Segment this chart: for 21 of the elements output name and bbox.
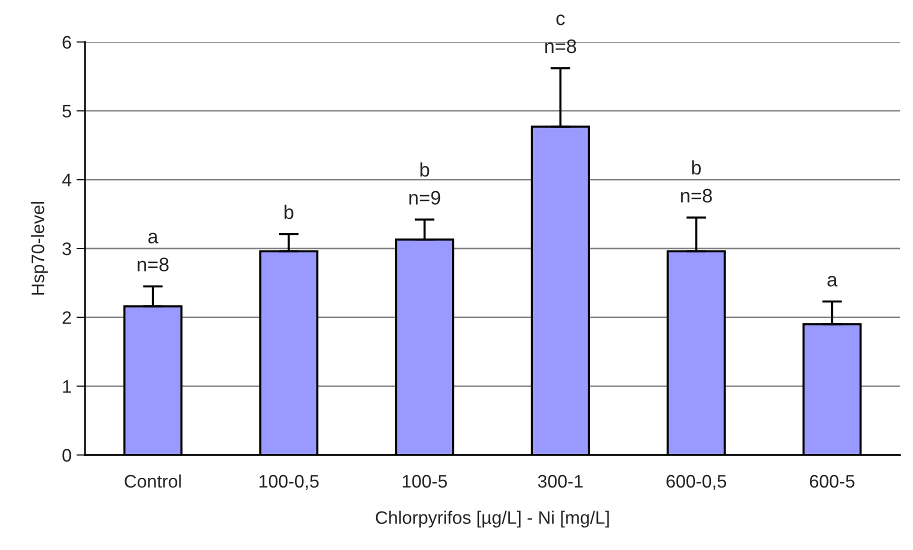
- y-tick-label: 5: [62, 104, 72, 118]
- x-tick-label: 600-0,5: [666, 474, 726, 490]
- x-tick-label: Control: [124, 474, 181, 488]
- y-tick-label: 6: [62, 36, 72, 49]
- annotation: a: [828, 276, 838, 287]
- x-tick-label: 600-5: [810, 474, 854, 488]
- annotation: b: [284, 204, 294, 220]
- annotation: b n=8: [681, 160, 712, 203]
- y-tick-label: 4: [62, 174, 72, 186]
- x-tick-label: 100-0,5: [260, 474, 319, 490]
- y-tick-label: 3: [62, 242, 72, 256]
- y-tick-label: 0: [62, 448, 72, 462]
- annotation: a n=8: [138, 232, 169, 272]
- x-tick-label: 300-1: [538, 474, 583, 488]
- y-tick-label: 1: [63, 380, 71, 393]
- annotation: c n=8: [545, 14, 576, 54]
- y-tick-label: 2: [62, 311, 71, 324]
- annotation: b n=9: [409, 162, 440, 205]
- x-axis-title: Chlorpyrifos [µg/L] - Ni [mg/L]: [376, 510, 609, 528]
- y-axis-title: Hsp70-level: [31, 202, 48, 295]
- x-tick-label: 100-5: [402, 474, 447, 488]
